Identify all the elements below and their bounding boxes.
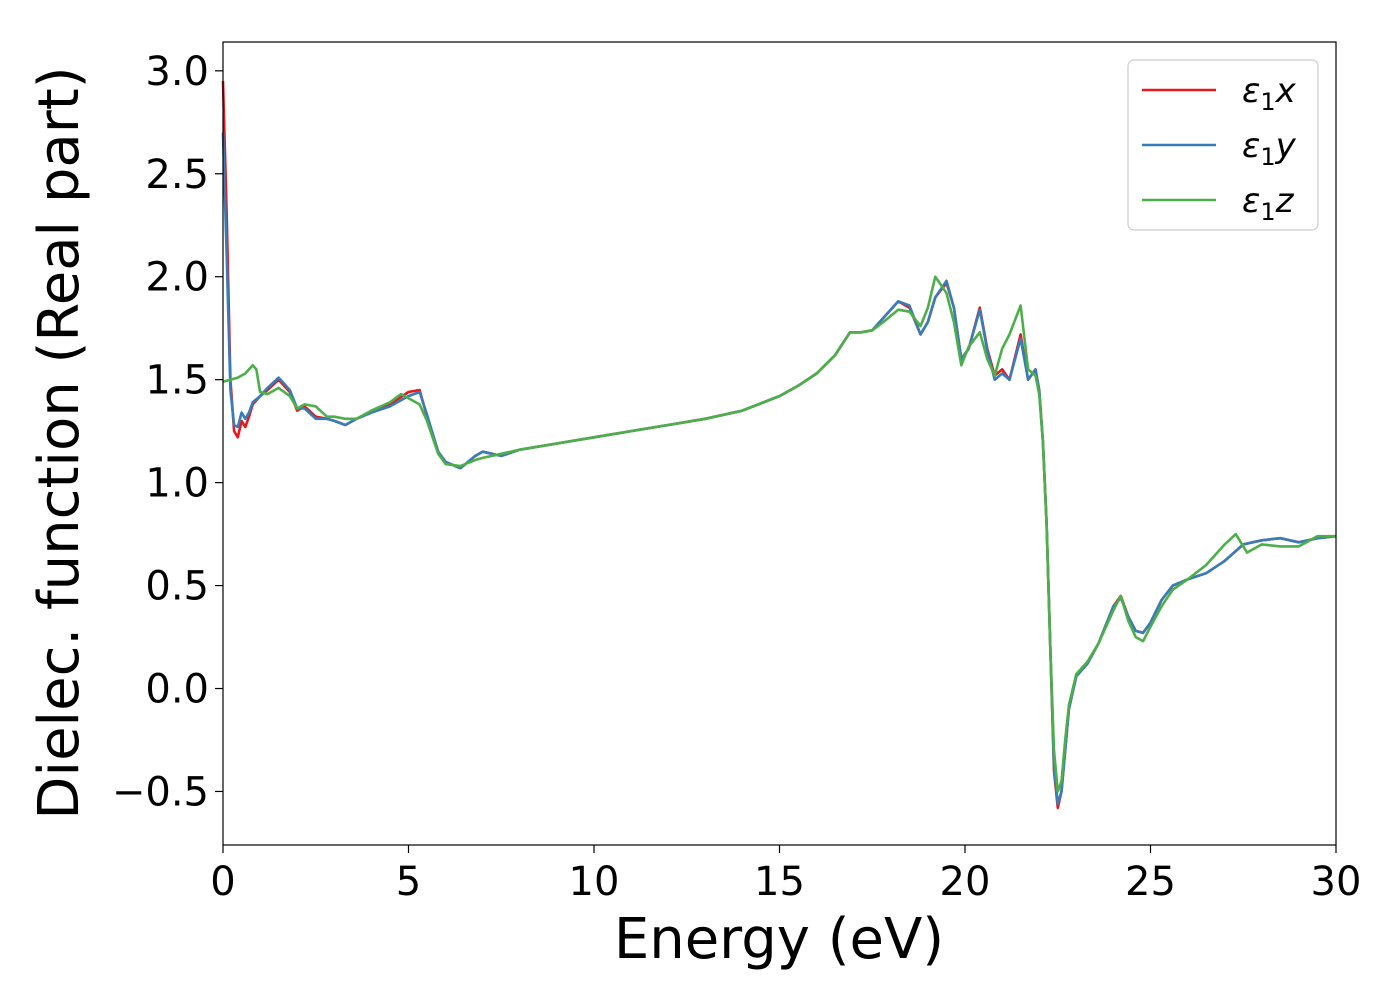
series-layer	[221, 81, 1337, 810]
y-tick-label: 2.0	[145, 255, 209, 301]
y-tick-label: 2.5	[145, 152, 209, 198]
legend-label-y: ε1y	[1242, 126, 1297, 171]
x-tick-label: 5	[396, 859, 421, 905]
y-tick-label: 1.0	[145, 461, 209, 507]
series-line-z	[222, 275, 1336, 793]
y-tick-label: 0.0	[145, 667, 209, 713]
x-tick-label: 15	[754, 859, 805, 905]
x-tick-label: 20	[940, 859, 991, 905]
x-tick-label: 25	[1125, 859, 1176, 905]
x-tick-label: 10	[569, 859, 620, 905]
legend-label-x: ε1x	[1242, 71, 1297, 116]
y-axis-ticks: −0.5 0.0 0.5 1.0 1.5 2.0 2.5 3.0	[112, 49, 223, 815]
x-axis-ticks: 0 5 10 15 20 25 30	[210, 845, 1361, 905]
y-axis-label: Dielec. function (Real part)	[27, 66, 92, 819]
legend-label-z: ε1z	[1242, 181, 1295, 226]
x-tick-label: 0	[210, 859, 235, 905]
x-axis-label: Energy (eV)	[614, 907, 944, 972]
y-tick-label: 3.0	[145, 49, 209, 95]
legend-box	[1127, 59, 1319, 231]
y-tick-label: −0.5	[112, 769, 209, 815]
legend: ε1x ε1y ε1z	[1127, 59, 1319, 231]
y-tick-label: 0.5	[145, 564, 209, 610]
x-tick-label: 30	[1311, 859, 1362, 905]
y-tick-label: 1.5	[145, 358, 209, 404]
